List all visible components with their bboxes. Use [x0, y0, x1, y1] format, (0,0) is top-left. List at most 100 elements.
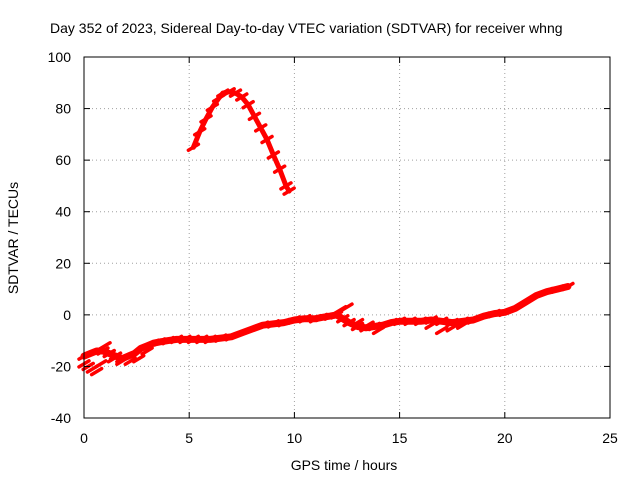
data-point	[89, 366, 104, 377]
series-offset-traces	[77, 302, 470, 377]
data-point	[96, 346, 110, 356]
data-point	[403, 316, 417, 327]
ticks	[83, 56, 611, 419]
data-point	[455, 316, 470, 327]
data-point	[148, 338, 163, 348]
data-point	[445, 317, 459, 328]
data-point	[186, 142, 201, 152]
data-point	[445, 323, 459, 333]
data-point	[561, 281, 575, 292]
data-point	[195, 334, 209, 345]
data-point	[361, 320, 375, 330]
data-point	[211, 93, 226, 104]
y-tick-label: -40	[51, 410, 71, 426]
data-point	[266, 150, 281, 160]
data-point	[392, 316, 407, 327]
data-point	[224, 332, 239, 342]
y-tick-label: 80	[55, 101, 71, 117]
y-tick-label: 60	[55, 152, 71, 168]
data-point	[216, 88, 230, 98]
data-point	[336, 313, 350, 324]
data-point	[529, 290, 544, 301]
data-point	[186, 334, 201, 345]
data-point	[487, 308, 502, 319]
grid	[84, 57, 610, 418]
chart-title: Day 352 of 2023, Sidereal Day-to-day VTE…	[50, 20, 563, 36]
data-point	[169, 334, 184, 345]
data-point	[434, 316, 449, 327]
x-axis-label: GPS time / hours	[291, 457, 398, 473]
data-point	[329, 310, 344, 320]
data-point	[205, 102, 220, 113]
data-point	[455, 320, 470, 330]
data-point	[413, 316, 428, 327]
data-point	[466, 315, 480, 325]
data-point	[241, 99, 255, 110]
data-point	[266, 319, 281, 329]
data-point	[115, 356, 129, 367]
series-main-band	[77, 281, 575, 364]
data-point	[192, 127, 207, 137]
x-tick-label: 25	[602, 430, 618, 446]
series-layer	[77, 87, 575, 377]
data-point	[477, 311, 491, 321]
data-point	[178, 334, 192, 345]
y-tick-label: 20	[55, 255, 71, 271]
data-point	[367, 321, 382, 332]
data-point	[384, 317, 398, 328]
data-point	[434, 325, 449, 336]
data-point	[350, 317, 365, 328]
data-point	[235, 328, 249, 338]
data-point	[161, 335, 175, 346]
data-point	[350, 321, 365, 332]
data-point	[203, 334, 217, 345]
data-point	[98, 341, 112, 351]
data-point	[256, 320, 270, 330]
data-point	[550, 284, 565, 294]
data-point	[315, 312, 329, 323]
data-point	[253, 123, 268, 133]
plot-frame	[83, 56, 611, 419]
x-tick-label: 10	[287, 430, 303, 446]
x-tick-label: 15	[392, 430, 408, 446]
data-point	[102, 348, 116, 359]
data-point	[287, 315, 302, 325]
data-point	[214, 333, 228, 343]
data-point	[508, 303, 523, 314]
data-point	[323, 311, 337, 321]
y-tick-label: 100	[48, 49, 72, 65]
series-line	[80, 283, 572, 363]
data-point	[282, 186, 296, 196]
data-point	[340, 302, 354, 312]
series-arc-high	[186, 87, 296, 196]
data-point	[342, 317, 356, 328]
y-axis-label: SDTVAR / TECUs	[5, 182, 21, 294]
y-tick-label: -20	[51, 358, 71, 374]
tick-labels: 0 5 10 15 20 25 -40 -20 0 20 40 60 80 100	[48, 49, 618, 446]
data-point	[308, 313, 323, 324]
data-point	[260, 134, 274, 145]
y-tick-label: 40	[55, 204, 71, 220]
x-tick-label: 20	[497, 430, 513, 446]
x-tick-label: 5	[185, 430, 193, 446]
data-point	[94, 359, 108, 369]
data-point	[235, 92, 249, 102]
data-point	[540, 286, 554, 297]
data-point	[371, 325, 386, 336]
data-point	[272, 164, 287, 174]
data-point	[519, 297, 533, 307]
data-point	[131, 353, 146, 364]
data-point	[424, 315, 438, 325]
data-point	[498, 307, 512, 318]
data-point	[228, 88, 243, 98]
data-point	[376, 320, 390, 330]
data-point	[199, 114, 213, 124]
data-point	[279, 181, 293, 191]
data-point	[424, 320, 438, 330]
data-point	[222, 87, 236, 97]
series-line	[190, 89, 292, 194]
data-point	[245, 324, 260, 334]
data-point	[247, 111, 262, 122]
data-point	[123, 356, 138, 367]
